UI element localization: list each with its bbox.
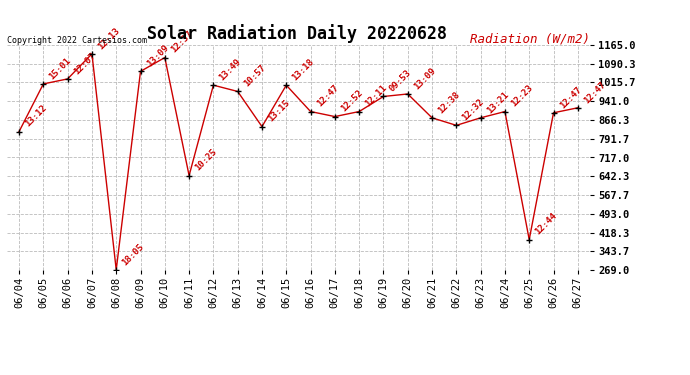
Text: 09:53: 09:53 — [388, 68, 413, 94]
Text: 12:52: 12:52 — [339, 88, 364, 114]
Text: 15:01: 15:01 — [48, 56, 73, 81]
Text: Radiation (W/m2): Radiation (W/m2) — [470, 32, 590, 45]
Text: 12:07: 12:07 — [72, 51, 97, 76]
Text: 13:09: 13:09 — [145, 43, 170, 69]
Text: 12:37: 12:37 — [169, 29, 195, 55]
Text: 12:11: 12:11 — [364, 83, 388, 109]
Text: 13:18: 13:18 — [290, 57, 316, 82]
Text: 13:09: 13:09 — [412, 66, 437, 91]
Text: 13:21: 13:21 — [485, 90, 510, 115]
Text: 10:57: 10:57 — [242, 63, 267, 88]
Text: 12:47: 12:47 — [315, 83, 340, 109]
Text: Solar Radiation Daily 20220628: Solar Radiation Daily 20220628 — [147, 24, 446, 44]
Text: 12:23: 12:23 — [509, 83, 535, 109]
Text: 13:12: 13:12 — [23, 104, 48, 129]
Text: 13:49: 13:49 — [217, 57, 243, 82]
Text: 12:13: 12:13 — [96, 26, 121, 51]
Text: 10:25: 10:25 — [193, 147, 219, 173]
Text: 13:15: 13:15 — [266, 99, 291, 124]
Text: 12:47: 12:47 — [582, 80, 607, 105]
Text: 12:38: 12:38 — [436, 90, 462, 115]
Text: Copyright 2022 Cartesios.com: Copyright 2022 Cartesios.com — [7, 36, 147, 45]
Text: 12:47: 12:47 — [558, 85, 583, 110]
Text: 12:44: 12:44 — [533, 211, 559, 237]
Text: 12:32: 12:32 — [460, 97, 486, 123]
Text: 18:05: 18:05 — [120, 242, 146, 267]
